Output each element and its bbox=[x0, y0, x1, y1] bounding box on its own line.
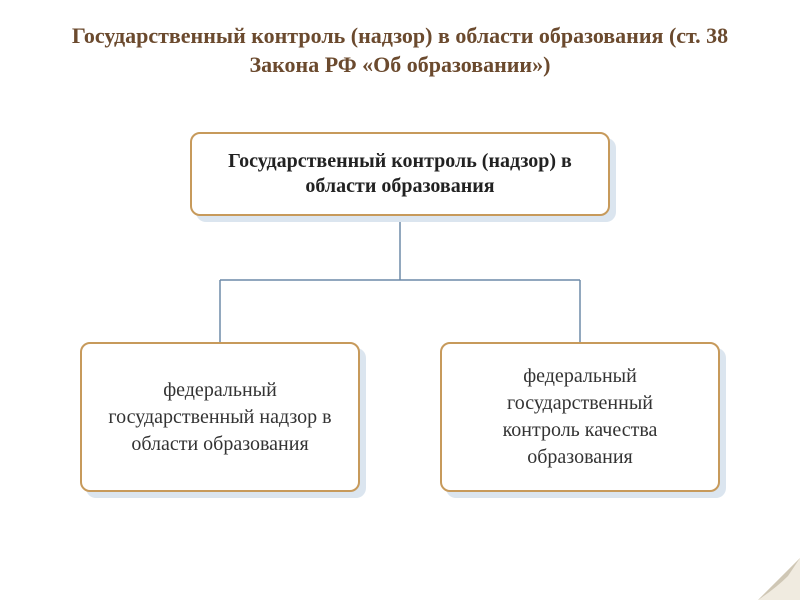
child-node-left: федеральный государственный надзор в обл… bbox=[80, 342, 360, 492]
connector-lines bbox=[0, 0, 800, 600]
child-node-right-box: федеральный государственный контроль кач… bbox=[440, 342, 720, 492]
page-title: Государственный контроль (надзор) в обла… bbox=[0, 0, 800, 89]
child-node-left-box: федеральный государственный надзор в обл… bbox=[80, 342, 360, 492]
page-curl-icon bbox=[758, 558, 800, 600]
child-node-right: федеральный государственный контроль кач… bbox=[440, 342, 720, 492]
child-node-right-label: федеральный государственный контроль кач… bbox=[466, 363, 694, 471]
top-node-box: Государственный контроль (надзор) в обла… bbox=[190, 132, 610, 216]
slide: Государственный контроль (надзор) в обла… bbox=[0, 0, 800, 600]
child-node-left-label: федеральный государственный надзор в обл… bbox=[106, 377, 334, 458]
top-node: Государственный контроль (надзор) в обла… bbox=[190, 132, 610, 216]
top-node-label: Государственный контроль (надзор) в обла… bbox=[208, 149, 592, 199]
